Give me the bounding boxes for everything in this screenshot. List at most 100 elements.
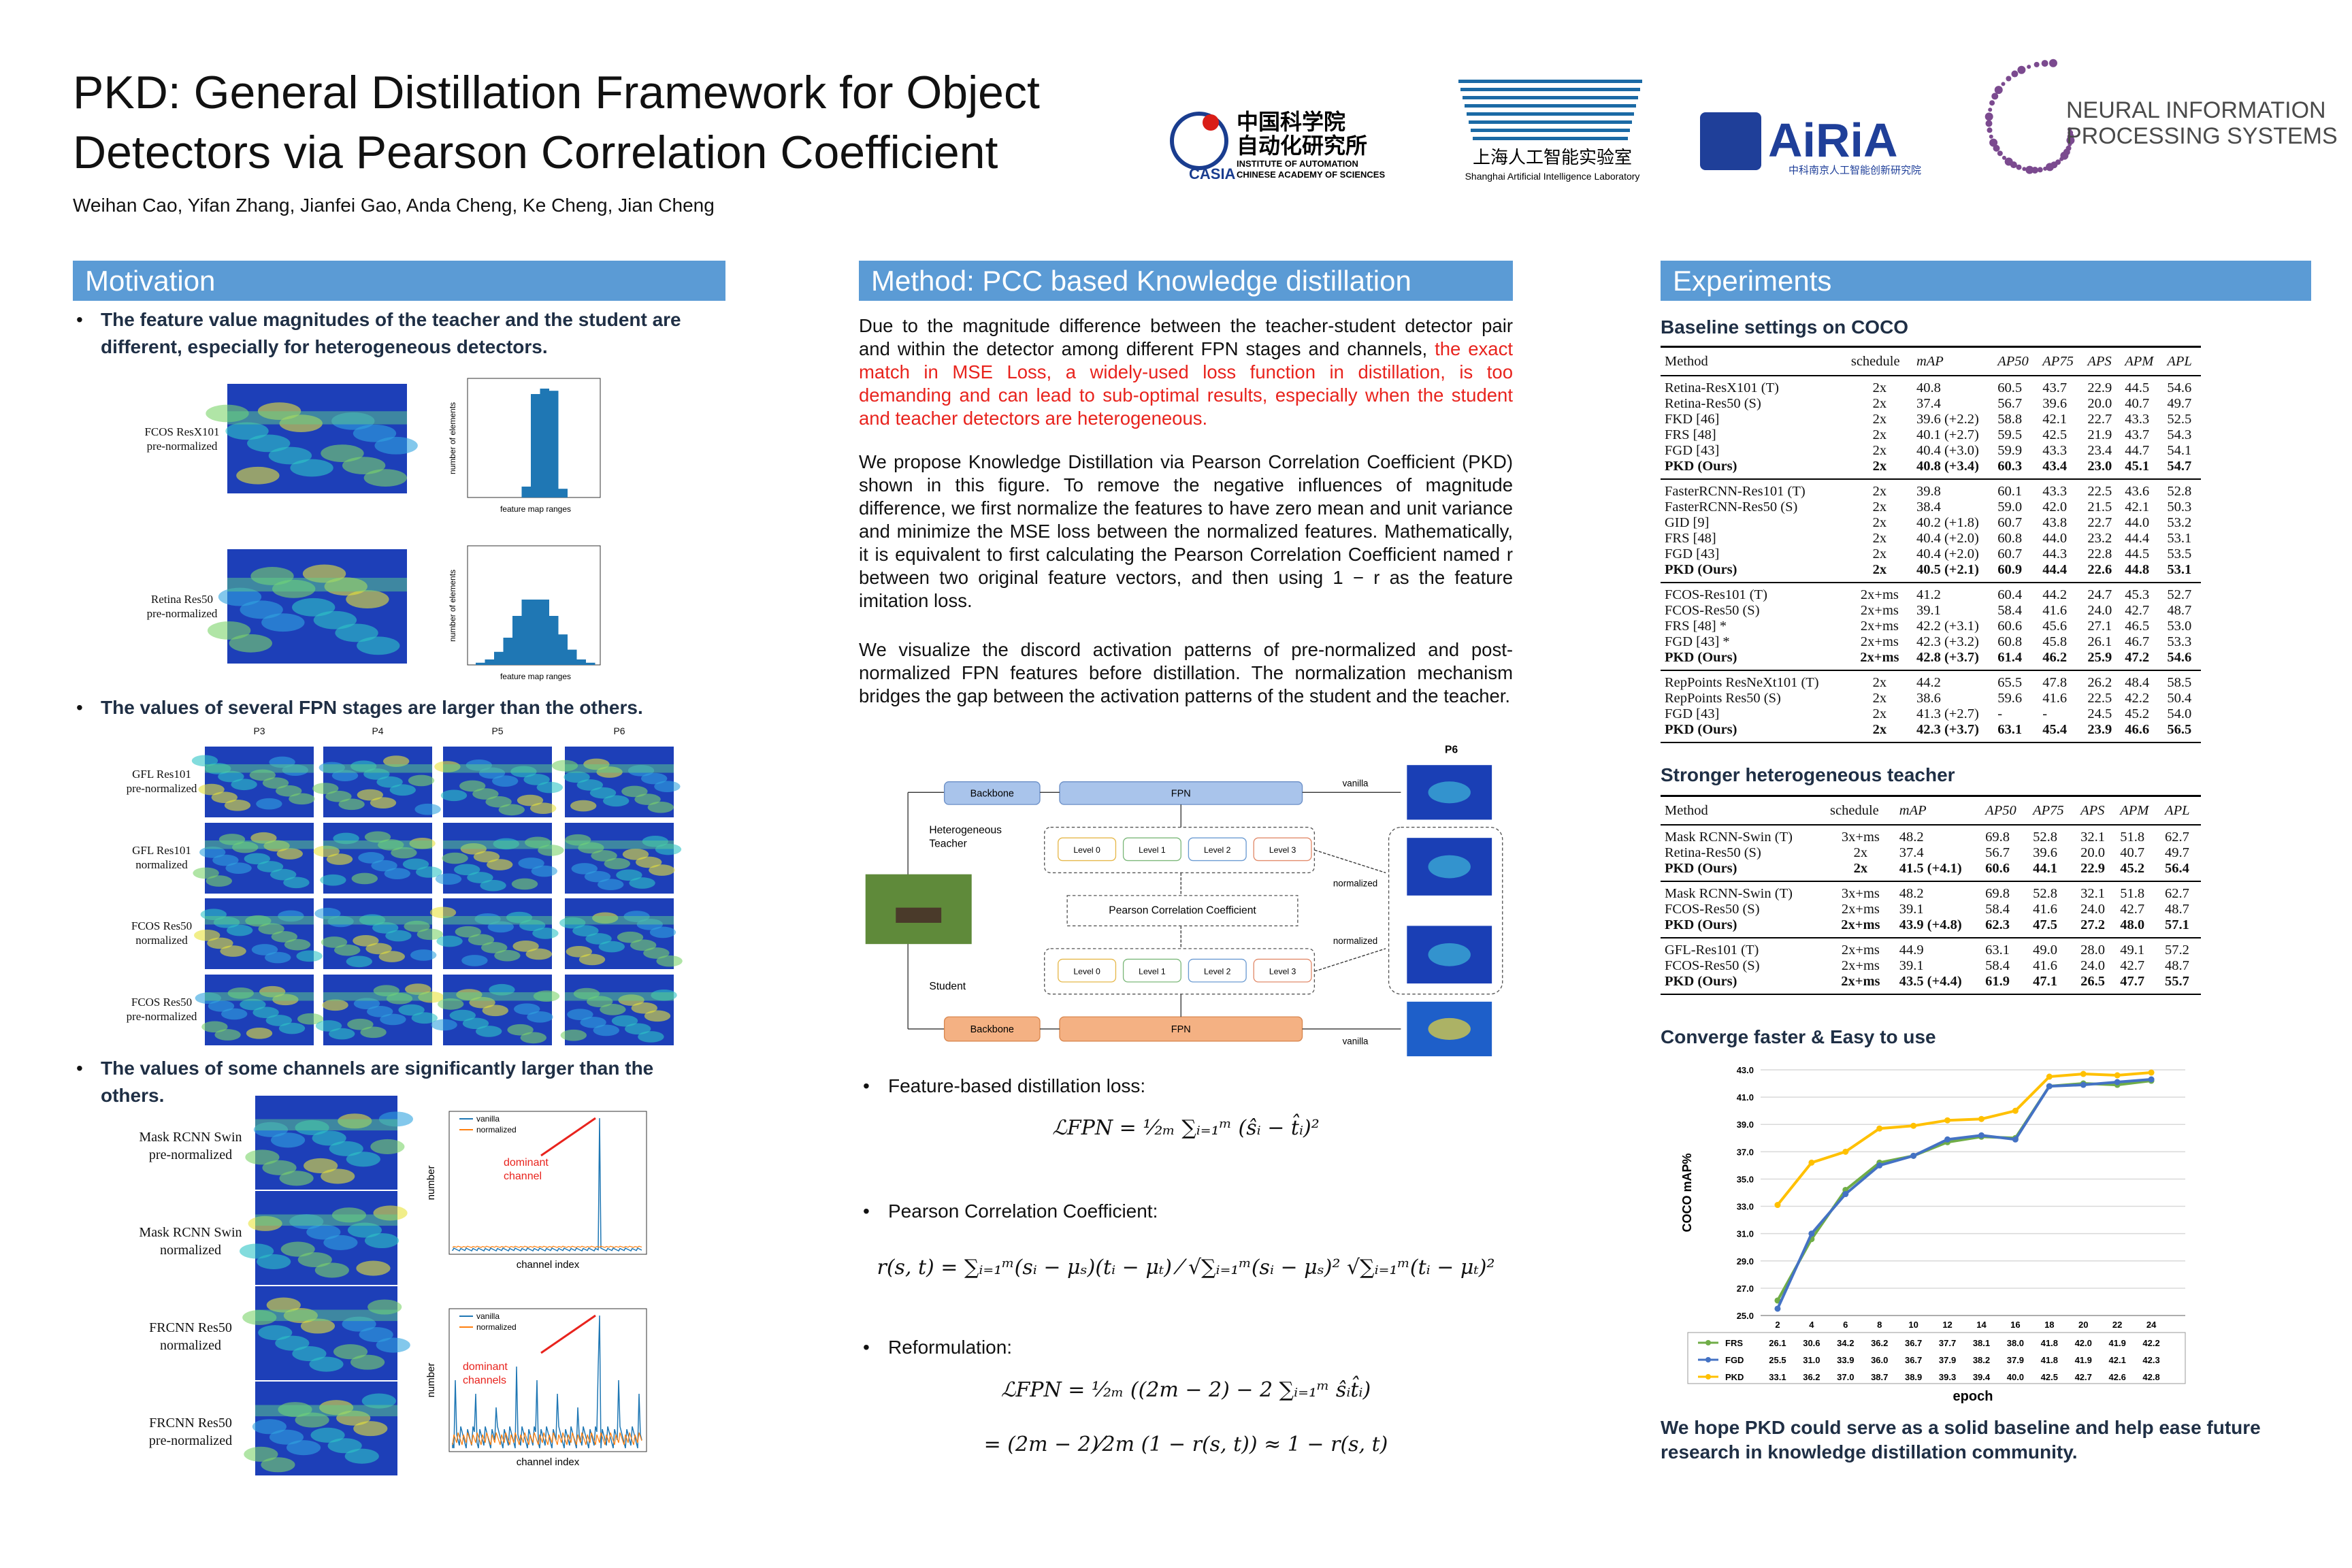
diagram-label: vanilla — [1343, 778, 1369, 788]
table-cell: PKD (Ours) — [1665, 722, 1737, 737]
heat-blob — [206, 875, 232, 887]
heat-blob — [391, 847, 417, 859]
logo-dot — [2045, 163, 2054, 172]
logo-dot — [2066, 136, 2075, 145]
heat-blob — [297, 1252, 332, 1268]
heat-blob — [292, 1346, 327, 1362]
heat-blob — [359, 1327, 393, 1343]
diagram-label: normalized — [1333, 878, 1377, 888]
table-cell: 38.4 — [1916, 500, 1941, 514]
logo-dot — [1987, 127, 1993, 133]
level-group — [1044, 948, 1316, 995]
column-header: AP50 — [1997, 354, 2029, 369]
heat-blob — [643, 947, 670, 959]
table-cell: 58.4 — [1997, 603, 2023, 618]
heat-blob — [225, 862, 252, 874]
heat-blob — [429, 906, 457, 919]
table-cell: 41.3 (+2.7) — [1916, 706, 1979, 721]
table-cell: 2x+ms — [1841, 902, 1880, 917]
table-value: 34.2 — [1837, 1338, 1854, 1348]
heat-blob — [353, 424, 397, 442]
logo-stripe — [1473, 137, 1628, 140]
diagram-box — [1253, 958, 1312, 983]
table-cell: 44.0 — [2125, 515, 2150, 530]
table-cell: FGD [43] — [1665, 443, 1720, 458]
column-label: P4 — [372, 725, 384, 736]
heat-blob — [600, 1004, 626, 1015]
table-cell: 28.0 — [2080, 943, 2105, 958]
y-tick-label: 31.0 — [1737, 1229, 1754, 1239]
axis-label: channel index — [517, 1259, 580, 1271]
table-row: FRS [48] * 2x+ms 42.2 (+3.1) 60.6 45.6 27.1 46… — [1661, 619, 2201, 634]
table-cell: 54.1 — [2167, 443, 2192, 458]
heat-blob — [199, 847, 226, 858]
logo-stripe — [1458, 80, 1642, 83]
heat-blob — [325, 790, 352, 802]
heat-blob — [654, 781, 681, 792]
heat-blob — [647, 801, 674, 813]
table-cell: 2x+ms — [1841, 943, 1880, 958]
table-cell: 60.3 — [1997, 459, 2023, 474]
table-row: Retina-Res50 (S) 2x 37.4 56.7 39.6 20.0 40.7 49… — [1661, 396, 2201, 412]
column-header: mAP — [1916, 354, 1944, 369]
heat-blob — [364, 1232, 399, 1249]
heat-blob — [315, 1020, 342, 1032]
table-cell: 2x — [1872, 500, 1887, 514]
table-cell: 52.7 — [2167, 587, 2192, 602]
table-row: FGD [43] 2x 41.3 (+2.7) - - 24.5 45.2 54.0 — [1661, 706, 2201, 722]
table-cell: 2x — [1872, 722, 1887, 737]
x-tick-label: 18 — [2044, 1320, 2054, 1330]
legend-marker — [1705, 1357, 1711, 1362]
table-cell: 47.1 — [2033, 974, 2057, 989]
logo-shlab: 上海人工智能实验室 Shanghai Artificial Intelligenc… — [1458, 80, 1642, 182]
table-cell: FRS [48] * — [1665, 619, 1727, 634]
table-cell: 22.7 — [2087, 515, 2112, 530]
heatmap-image — [431, 975, 560, 1045]
bullet-dot: • — [863, 1200, 870, 1222]
heatmap-image — [315, 975, 444, 1045]
logo-text: NEURAL INFORMATION — [2066, 97, 2326, 123]
table-cell: 44.5 — [2125, 546, 2150, 561]
figure-label: FCOS Res50 normalized — [131, 919, 193, 947]
x-tick-label: 16 — [2010, 1320, 2020, 1330]
table-cell: 22.5 — [2087, 484, 2112, 499]
method-diagram: P6 Backbone FPN Backbone FPN Heterogeneous Tea… — [865, 744, 1503, 1057]
table-cell: 58.8 — [1997, 412, 2023, 427]
heat-blob — [361, 1393, 396, 1409]
heat-blob — [472, 788, 499, 800]
feature-blob — [1428, 781, 1471, 804]
table-cell: 39.1 — [1916, 603, 1941, 618]
data-point — [1978, 1132, 1984, 1139]
heat-blob — [616, 869, 642, 881]
table-cell: 43.4 — [2042, 459, 2068, 474]
table-cell: Retina-Res50 (S) — [1665, 845, 1761, 860]
diagram-label: Backbone — [970, 789, 1014, 800]
table-cell: 44.8 — [2125, 562, 2150, 577]
paragraph: We propose Knowledge Distillation via Pe… — [859, 451, 1513, 611]
heat-blob — [621, 785, 648, 798]
heat-band — [255, 1119, 397, 1131]
table-cell: 23.9 — [2087, 722, 2112, 737]
table-cell: 60.7 — [1997, 546, 2023, 561]
heat-blob — [370, 1139, 405, 1154]
table-cell: 52.8 — [2033, 886, 2057, 901]
heat-blob — [431, 1019, 457, 1031]
table-cell: 49.7 — [2165, 845, 2189, 860]
data-point — [2012, 1136, 2019, 1143]
heat-blob — [455, 926, 481, 938]
table-cell: 2x — [1872, 562, 1887, 577]
heat-blob — [598, 879, 624, 891]
table-row: GFL-Res101 (T) 2x+ms 44.9 63.1 49.0 28.0 49.1 5… — [1661, 938, 2201, 958]
plot-frame — [448, 1308, 647, 1452]
table-cell: 42.0 — [2042, 500, 2068, 514]
x-tick-label: 10 — [1908, 1320, 1918, 1330]
legend-entry: FGD — [1725, 1355, 1744, 1365]
table-cell: 43.3 — [2042, 484, 2068, 499]
table-value: 36.2 — [1803, 1372, 1820, 1382]
figure-label: Mask RCNN Swin pre-normalized — [139, 1130, 242, 1162]
heat-blob — [346, 956, 372, 968]
table-value: 37.9 — [2007, 1355, 2024, 1365]
heatmap-image — [191, 747, 315, 817]
heat-blob — [350, 1354, 385, 1370]
